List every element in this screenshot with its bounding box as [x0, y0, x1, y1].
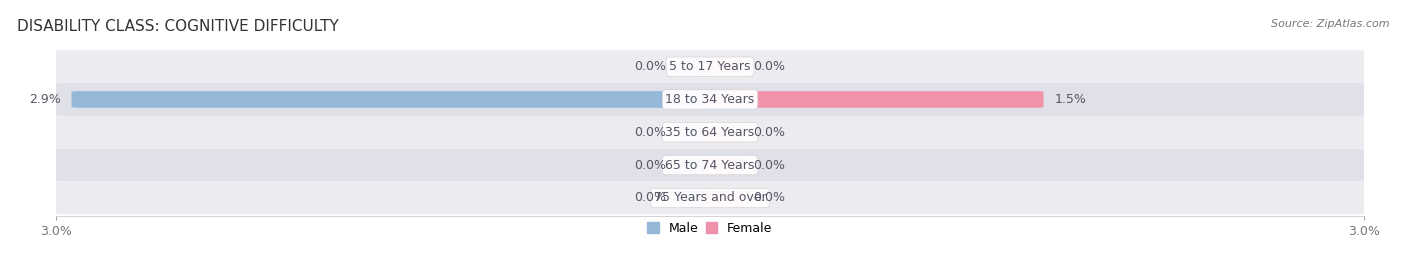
FancyBboxPatch shape	[678, 124, 717, 141]
Legend: Male, Female: Male, Female	[643, 217, 778, 240]
FancyBboxPatch shape	[53, 181, 1367, 214]
FancyBboxPatch shape	[703, 58, 742, 75]
Text: 0.0%: 0.0%	[634, 60, 666, 73]
FancyBboxPatch shape	[703, 157, 742, 173]
FancyBboxPatch shape	[53, 149, 1367, 181]
FancyBboxPatch shape	[678, 58, 717, 75]
FancyBboxPatch shape	[703, 124, 742, 141]
Text: Source: ZipAtlas.com: Source: ZipAtlas.com	[1271, 19, 1389, 29]
FancyBboxPatch shape	[703, 190, 742, 206]
Text: 35 to 64 Years: 35 to 64 Years	[665, 126, 755, 139]
FancyBboxPatch shape	[703, 91, 1043, 108]
FancyBboxPatch shape	[678, 157, 717, 173]
FancyBboxPatch shape	[53, 116, 1367, 149]
Text: 0.0%: 0.0%	[634, 191, 666, 204]
Text: 0.0%: 0.0%	[754, 60, 786, 73]
Text: 75 Years and over: 75 Years and over	[654, 191, 766, 204]
Text: 2.9%: 2.9%	[30, 93, 60, 106]
Text: 1.5%: 1.5%	[1054, 93, 1087, 106]
Text: 0.0%: 0.0%	[634, 158, 666, 172]
Text: 5 to 17 Years: 5 to 17 Years	[669, 60, 751, 73]
FancyBboxPatch shape	[72, 91, 717, 108]
Text: DISABILITY CLASS: COGNITIVE DIFFICULTY: DISABILITY CLASS: COGNITIVE DIFFICULTY	[17, 19, 339, 34]
Text: 18 to 34 Years: 18 to 34 Years	[665, 93, 755, 106]
FancyBboxPatch shape	[53, 83, 1367, 116]
Text: 0.0%: 0.0%	[754, 191, 786, 204]
FancyBboxPatch shape	[678, 190, 717, 206]
Text: 0.0%: 0.0%	[754, 126, 786, 139]
Text: 0.0%: 0.0%	[634, 126, 666, 139]
Text: 65 to 74 Years: 65 to 74 Years	[665, 158, 755, 172]
Text: 0.0%: 0.0%	[754, 158, 786, 172]
FancyBboxPatch shape	[53, 50, 1367, 83]
